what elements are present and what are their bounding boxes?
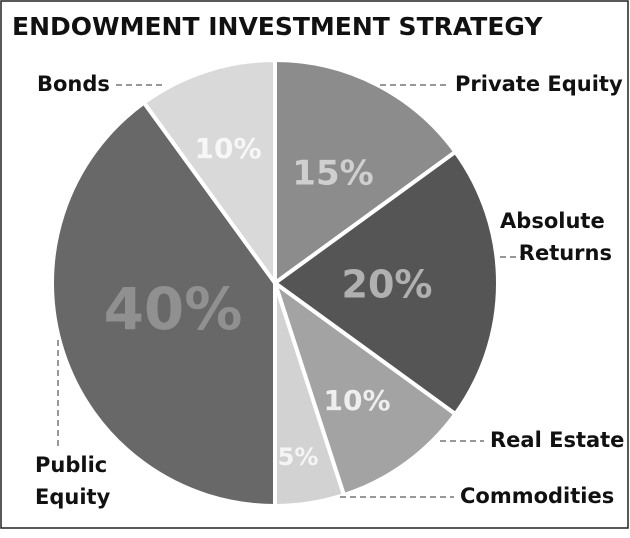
pie-slice [141, 58, 277, 285]
value-label: 10% [323, 384, 390, 417]
category-label: Private Equity [455, 72, 623, 96]
chart-title: ENDOWMENT INVESTMENT STRATEGY [12, 12, 543, 41]
category-label: Absolute Returns [500, 209, 612, 265]
pie-slice [50, 100, 277, 508]
value-label: 5% [278, 443, 319, 471]
category-label: Real Estate [490, 428, 624, 452]
pie-slice [273, 58, 458, 285]
value-label: 15% [292, 154, 373, 194]
category-label: Public Equity [35, 453, 115, 509]
category-label: Bonds [37, 72, 110, 96]
value-label: 10% [194, 132, 261, 165]
value-label: 20% [342, 263, 433, 307]
category-label: Commodities [460, 484, 614, 508]
pie-slice [273, 149, 500, 417]
pie-slice [273, 281, 458, 498]
value-label: 40% [104, 275, 243, 343]
